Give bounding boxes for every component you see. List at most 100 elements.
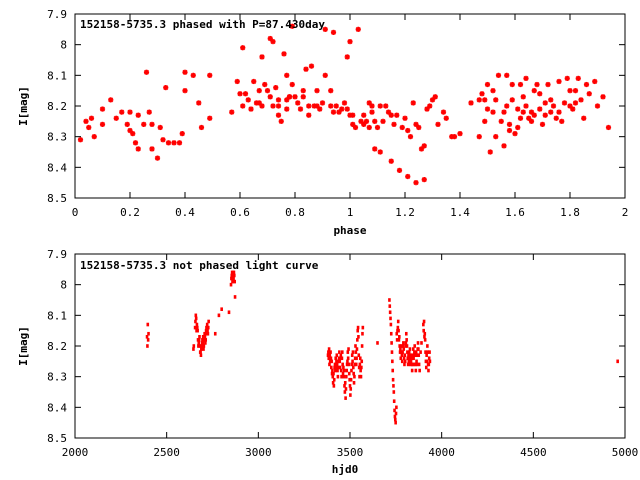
phased-y-axis-label: I[mag]	[17, 86, 30, 126]
unphased-data-point	[338, 359, 342, 364]
phased-data-point	[333, 103, 339, 109]
unphased-data-point	[422, 328, 425, 333]
unphased-data-point	[398, 335, 401, 339]
phased-data-point	[83, 118, 89, 124]
phased-data-point	[361, 112, 367, 118]
phased-data-point	[289, 81, 295, 88]
unphased-data-point	[347, 347, 350, 351]
phased-data-point	[487, 149, 493, 155]
unphased-data-point	[416, 341, 420, 345]
unphased-data-point	[427, 356, 431, 361]
unphased-data-point	[393, 417, 397, 422]
phased-data-point	[141, 121, 147, 127]
unphased-data-point	[357, 365, 361, 370]
phased-data-point	[586, 91, 592, 97]
unphased-data-point	[233, 295, 237, 299]
phased-data-point	[534, 81, 540, 88]
phased-data-point	[495, 72, 502, 78]
unphased-x-tick-label: 3500	[337, 446, 364, 459]
phased-data-point	[479, 91, 485, 97]
phased-data-point	[542, 100, 548, 106]
unphased-data-point	[229, 282, 233, 287]
unphased-data-point	[328, 359, 332, 364]
unphased-data-point	[388, 310, 392, 315]
phased-data-point	[506, 127, 513, 134]
unphased-data-point	[428, 359, 432, 364]
phased-data-point	[198, 124, 205, 131]
phased-data-point	[388, 112, 394, 118]
phased-data-point	[501, 109, 507, 115]
phased-data-point	[520, 109, 526, 115]
unphased-data-point	[230, 276, 233, 281]
unphased-data-point	[341, 362, 344, 367]
unphased-x-tick-label: 2500	[153, 446, 180, 459]
phased-x-tick-label: 1.4	[450, 206, 470, 219]
phased-data-point	[410, 100, 416, 106]
unphased-data-point	[349, 393, 352, 397]
unphased-data-point	[327, 356, 331, 361]
phased-data-point	[132, 140, 139, 146]
phased-data-point	[289, 23, 295, 29]
phased-data-point	[113, 115, 119, 121]
unphased-data-point	[346, 359, 349, 364]
unphased-data-point	[335, 362, 339, 367]
unphased-data-point	[425, 359, 429, 364]
phased-x-tick-label: 1.8	[560, 206, 580, 219]
unphased-data-point	[339, 356, 342, 361]
unphased-data-point	[427, 362, 431, 367]
phased-data-point	[143, 69, 150, 75]
unphased-data-point	[204, 338, 208, 342]
unphased-data-point	[339, 353, 343, 357]
phased-data-point	[515, 124, 521, 131]
phased-data-point	[240, 103, 246, 109]
unphased-data-point	[358, 362, 362, 367]
phased-data-point	[259, 54, 265, 60]
phased-data-point	[553, 115, 559, 121]
phased-data-point	[484, 106, 491, 112]
phased-data-point	[355, 26, 361, 32]
phased-data-point	[559, 118, 565, 124]
phased-data-point	[86, 124, 92, 131]
phased-data-point	[490, 88, 496, 94]
unphased-x-tick-label: 4000	[428, 446, 455, 459]
unphased-data-point	[331, 368, 334, 373]
phased-x-axis-label: phase	[333, 224, 366, 237]
unphased-data-point	[423, 335, 426, 339]
unphased-data-point	[406, 350, 409, 354]
phased-data-point	[515, 106, 521, 112]
unphased-data-point	[330, 371, 334, 376]
unphased-data-point	[327, 347, 331, 351]
unphased-data-point	[340, 356, 344, 361]
unphased-data-point	[195, 325, 199, 330]
phased-data-point	[476, 134, 482, 140]
phased-data-point	[160, 137, 166, 143]
phased-light-curve-panel: 0 0.2 0.4 0.6 0.8 1 1.2 1.4 1.6 1.8 2 7.9 8 8.1 8.2 8.…	[17, 8, 628, 237]
unphased-data-point	[352, 371, 355, 376]
phased-data-point	[509, 81, 515, 88]
phased-data-point	[572, 88, 579, 94]
phased-data-point	[388, 158, 394, 164]
unphased-data-point	[354, 350, 358, 354]
unphased-data-point	[330, 359, 333, 364]
unphased-data-point	[220, 307, 223, 311]
unphased-data-point	[417, 347, 420, 351]
unphased-data-point	[204, 341, 207, 345]
phased-data-point	[99, 121, 106, 127]
unphased-data-point	[349, 387, 353, 391]
phased-data-point	[506, 121, 513, 127]
phased-data-point	[575, 75, 581, 81]
unphased-data-point	[403, 353, 407, 357]
phased-data-point	[317, 106, 323, 112]
unphased-data-point	[407, 359, 411, 364]
unphased-data-point	[200, 344, 203, 348]
phased-data-point	[292, 94, 298, 100]
phased-data-point	[154, 155, 161, 161]
phased-data-point	[526, 115, 532, 121]
phased-data-point	[476, 97, 482, 103]
phased-y-ticks: 7.9 8 8.1 8.2 8.3 8.4 8.5	[47, 8, 625, 205]
unphased-data-point	[347, 371, 351, 376]
unphased-y-tick-label: 8.5	[47, 432, 67, 445]
unphased-data-point	[346, 356, 350, 361]
unphased-data-point	[389, 331, 393, 336]
phased-y-tick-label: 8	[60, 39, 67, 52]
